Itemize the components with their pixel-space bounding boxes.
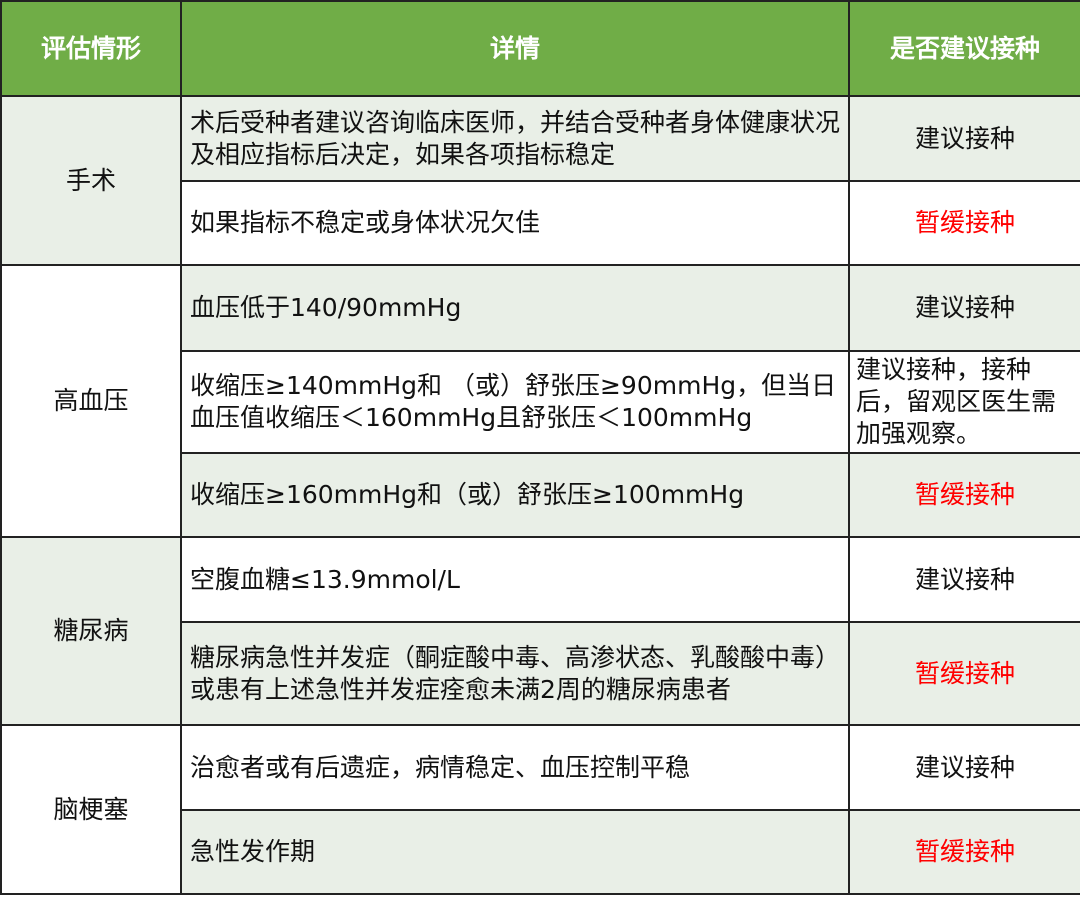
detail-cell: 收缩压≥140mmHg和 （或）舒张压≥90mmHg，但当日血压值收缩压＜160… [180,350,850,454]
header-assessment: 评估情形 [0,0,182,97]
recommendation-defer: 暂缓接种 [848,809,1080,895]
detail-cell: 急性发作期 [180,809,850,895]
detail-cell: 糖尿病急性并发症（酮症酸中毒、高渗状态、乳酸酸中毒）或患有上述急性并发症痊愈未满… [180,621,850,726]
assessment-category: 脑梗塞 [0,724,182,895]
recommendation-cell: 建议接种 [848,264,1080,352]
recommendation-cell: 建议接种 [848,724,1080,811]
vaccination-assessment-table: 评估情形 详情 是否建议接种 手术 术后受种者建议咨询临床医师，并结合受种者身体健… [0,0,1080,895]
table-row: 急性发作期 暂缓接种 [1,809,1080,895]
assessment-category: 高血压 [0,264,182,538]
table-row: 收缩压≥160mmHg和（或）舒张压≥100mmHg 暂缓接种 [1,452,1080,538]
header-details: 详情 [180,0,850,97]
detail-cell: 空腹血糖≤13.9mmol/L [180,536,850,623]
recommendation-cell: 建议接种 [848,536,1080,623]
recommendation-defer: 暂缓接种 [848,452,1080,538]
table-row: 如果指标不稳定或身体状况欠佳 暂缓接种 [1,180,1080,266]
table-row: 脑梗塞 治愈者或有后遗症，病情稳定、血压控制平稳 建议接种 [0,724,1080,895]
recommendation-defer: 暂缓接种 [848,180,1080,266]
table-row: 收缩压≥140mmHg和 （或）舒张压≥90mmHg，但当日血压值收缩压＜160… [1,350,1080,454]
recommendation-defer: 暂缓接种 [848,621,1080,726]
detail-cell: 血压低于140/90mmHg [180,264,850,352]
table-row: 手术 术后受种者建议咨询临床医师，并结合受种者身体健康状况及相应指标后决定，如果各… [0,95,1080,266]
detail-cell: 收缩压≥160mmHg和（或）舒张压≥100mmHg [180,452,850,538]
table-row: 糖尿病 空腹血糖≤13.9mmol/L 建议接种 [0,536,1080,726]
assessment-category: 手术 [0,95,182,266]
detail-cell: 治愈者或有后遗症，病情稳定、血压控制平稳 [180,724,850,811]
detail-cell: 如果指标不稳定或身体状况欠佳 [180,180,850,266]
table-row: 糖尿病急性并发症（酮症酸中毒、高渗状态、乳酸酸中毒）或患有上述急性并发症痊愈未满… [1,621,1080,726]
recommendation-cell: 建议接种 [848,95,1080,182]
table-row: 高血压 血压低于140/90mmHg 建议接种 [0,264,1080,538]
assessment-category: 糖尿病 [0,536,182,726]
header-row: 评估情形 详情 是否建议接种 [0,0,1080,97]
header-recommendation: 是否建议接种 [848,0,1080,97]
detail-cell: 术后受种者建议咨询临床医师，并结合受种者身体健康状况及相应指标后决定，如果各项指… [180,95,850,182]
recommendation-cell: 建议接种，接种后，留观区医生需加强观察。 [848,350,1080,454]
